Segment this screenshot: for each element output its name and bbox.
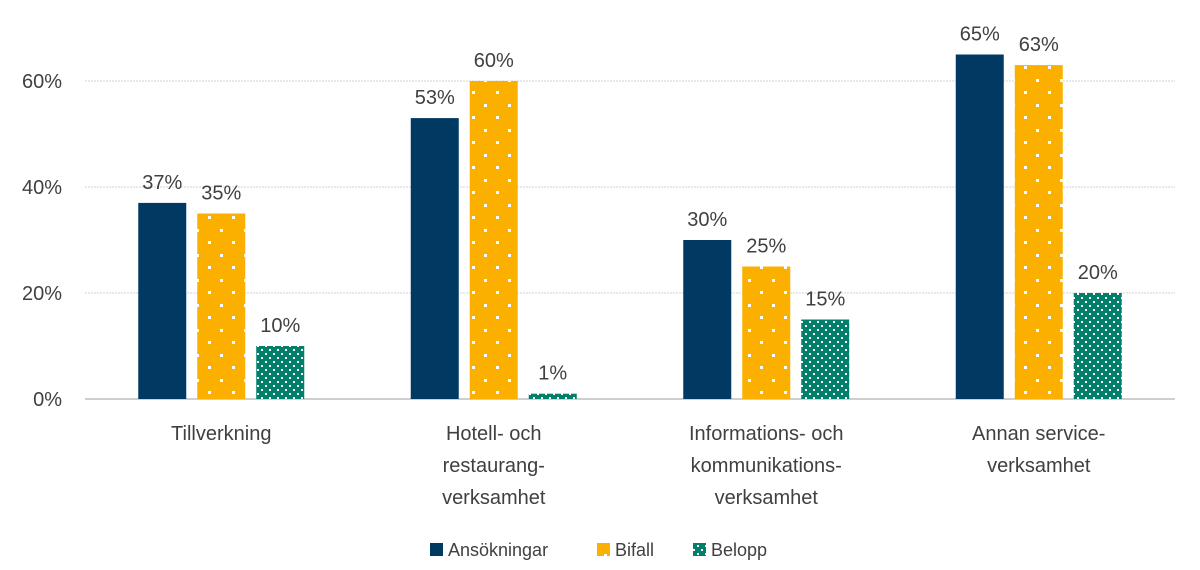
bar-belopp [528,393,577,399]
x-tick-label: verksamhet [715,487,819,509]
x-tick-label: kommunikations- [691,455,842,477]
bar-bifall [197,213,246,399]
y-tick-label: 40% [22,177,62,199]
x-tick-label: Hotell- och [446,423,542,445]
legend-swatch [597,543,610,556]
bar-ansökningar [683,240,732,399]
data-label: 35% [201,183,241,205]
bar-bifall [1014,65,1063,399]
data-label: 20% [1078,262,1118,284]
x-tick-label: Annan service- [972,423,1105,445]
data-label: 53% [415,87,455,109]
data-label: 60% [474,50,514,72]
x-tick-label: verksamhet [442,487,546,509]
bar-bifall [742,266,791,399]
legend-swatch [430,543,443,556]
bar-ansökningar [138,202,187,399]
data-label: 37% [142,172,182,194]
y-tick-label: 0% [33,389,62,411]
bar-ansökningar [955,54,1004,399]
y-tick-label: 20% [22,283,62,305]
data-label: 63% [1019,34,1059,56]
x-tick-label: Tillverkning [171,423,271,445]
bar-bifall [469,81,518,399]
legend-swatch [693,543,706,556]
x-tick-label: Informations- och [689,423,844,445]
data-label: 1% [538,363,567,385]
x-tick-label: restaurang- [443,455,545,477]
data-label: 15% [805,289,845,311]
x-tick-label: verksamhet [987,455,1091,477]
legend-label: Belopp [711,540,767,560]
data-label: 65% [960,24,1000,46]
bar-ansökningar [410,118,459,399]
y-tick-label: 60% [22,71,62,93]
bar-belopp [801,319,850,399]
data-label: 10% [260,315,300,337]
data-label: 25% [746,236,786,258]
data-label: 30% [687,209,727,231]
bar-belopp [1073,293,1122,399]
bar-belopp [256,346,305,399]
legend-label: Bifall [615,540,654,560]
legend-label: Ansökningar [448,540,548,560]
